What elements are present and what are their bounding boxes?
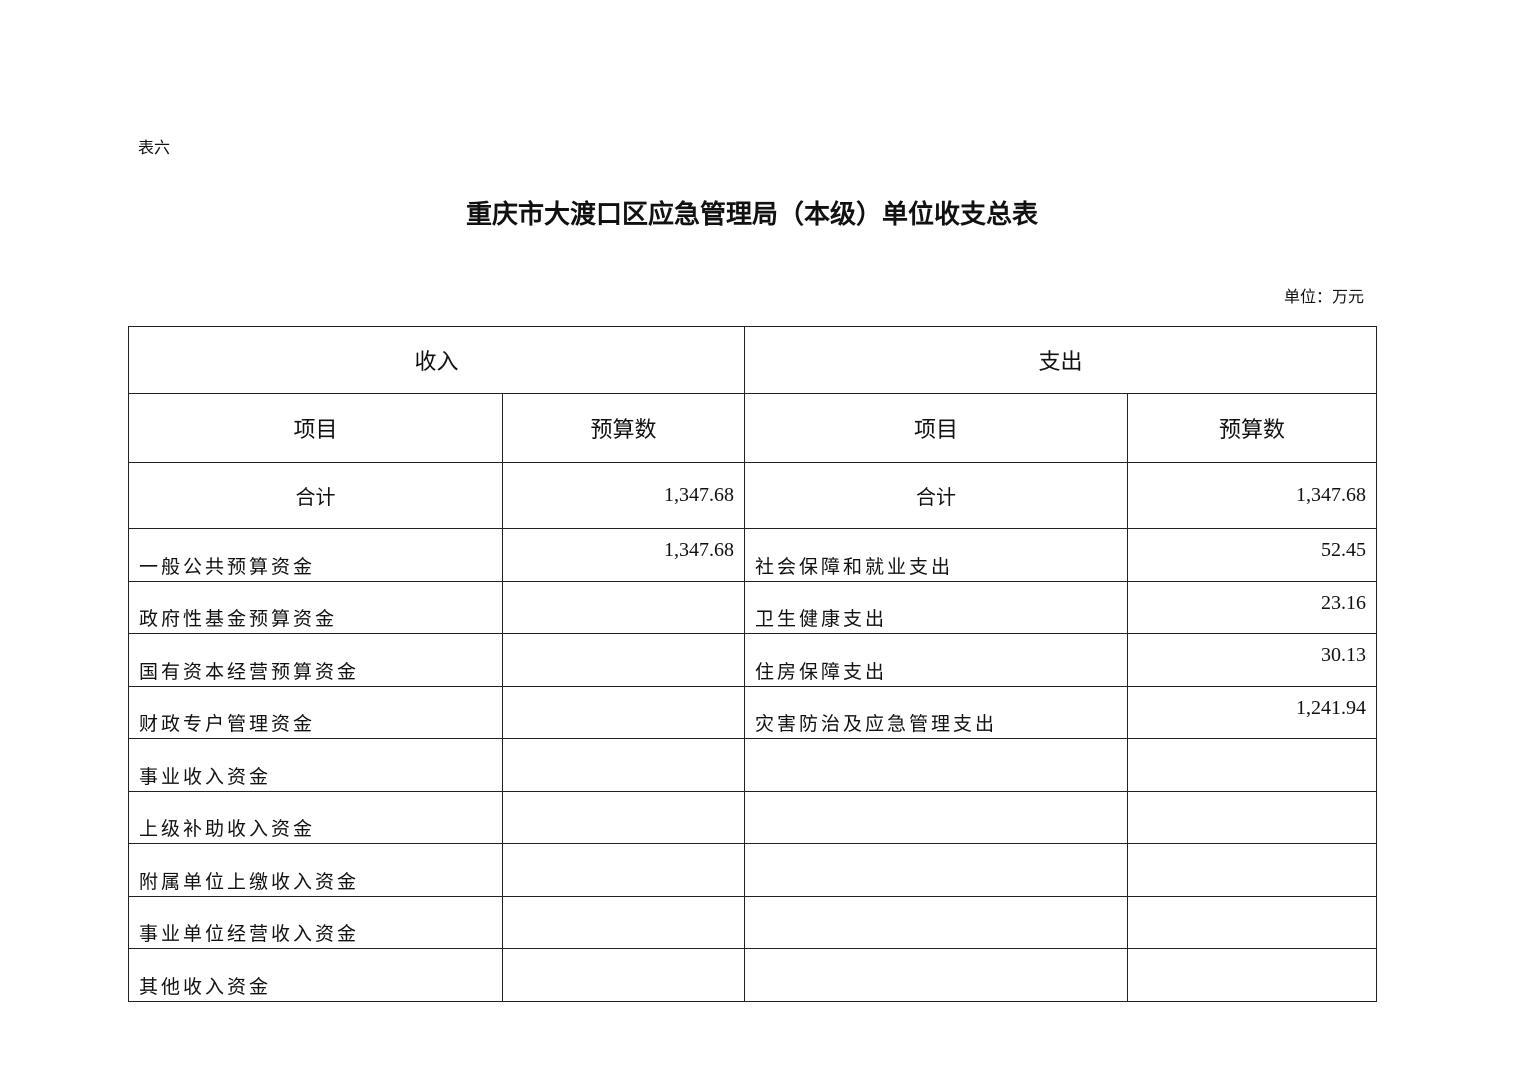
expense-item-header: 项目 xyxy=(744,393,1129,463)
income-item: 一般公共预算资金 xyxy=(128,528,503,582)
expense-item xyxy=(744,948,1129,1002)
income-value xyxy=(501,790,746,844)
expense-value xyxy=(1127,790,1378,844)
income-header: 收入 xyxy=(127,326,746,394)
expense-value: 23.16 xyxy=(1127,580,1378,634)
income-item-header: 项目 xyxy=(128,393,503,463)
table-row: 上级补助收入资金 xyxy=(128,790,1378,844)
income-value xyxy=(501,633,746,687)
table-row: 其他收入资金 xyxy=(128,948,1378,1002)
income-total-value: 1,347.68 xyxy=(501,462,746,529)
table-row: 国有资本经营预算资金 住房保障支出 30.13 xyxy=(128,633,1378,687)
budget-table: 收入 支出 项目 预算数 项目 预算数 合计 1,347.68 合计 1,347… xyxy=(127,326,1378,1002)
income-item: 附属单位上缴收入资金 xyxy=(128,843,503,897)
income-item: 国有资本经营预算资金 xyxy=(128,633,503,687)
income-value: 1,347.68 xyxy=(501,528,746,582)
expense-item: 住房保障支出 xyxy=(744,633,1129,687)
table-row: 事业收入资金 xyxy=(128,738,1378,792)
expense-value: 52.45 xyxy=(1127,528,1378,582)
expense-value: 30.13 xyxy=(1127,633,1378,687)
expense-total-label: 合计 xyxy=(744,462,1129,529)
table-row: 政府性基金预算资金 卫生健康支出 23.16 xyxy=(128,580,1378,634)
table-row: 一般公共预算资金 1,347.68 社会保障和就业支出 52.45 xyxy=(128,528,1378,582)
income-budget-header: 预算数 xyxy=(501,393,746,463)
expense-value xyxy=(1127,948,1378,1002)
expense-item xyxy=(744,843,1129,897)
page-title: 重庆市大渡口区应急管理局（本级）单位收支总表 xyxy=(465,200,1038,230)
expense-budget-header: 预算数 xyxy=(1127,393,1378,463)
income-item: 财政专户管理资金 xyxy=(128,685,503,739)
total-row: 合计 1,347.68 合计 1,347.68 xyxy=(128,462,1378,529)
expense-item: 社会保障和就业支出 xyxy=(744,528,1129,582)
income-value xyxy=(501,948,746,1002)
section-header-row: 收入 支出 xyxy=(127,326,1378,394)
income-value xyxy=(501,843,746,897)
income-value xyxy=(501,580,746,634)
doc-label: 表六 xyxy=(138,138,171,157)
income-total-label: 合计 xyxy=(128,462,503,529)
expense-item xyxy=(744,790,1129,844)
income-item: 政府性基金预算资金 xyxy=(128,580,503,634)
unit-label: 单位：万元 xyxy=(1283,287,1364,306)
expense-item: 灾害防治及应急管理支出 xyxy=(744,685,1129,739)
table-row: 附属单位上缴收入资金 xyxy=(128,843,1378,897)
income-item: 事业收入资金 xyxy=(128,738,503,792)
expense-item xyxy=(744,738,1129,792)
expense-value: 1,241.94 xyxy=(1127,685,1378,739)
income-value xyxy=(501,738,746,792)
income-value xyxy=(501,685,746,739)
income-item: 上级补助收入资金 xyxy=(128,790,503,844)
expense-header: 支出 xyxy=(744,326,1378,394)
column-header-row: 项目 预算数 项目 预算数 xyxy=(128,393,1378,463)
expense-value xyxy=(1127,895,1378,949)
expense-item: 卫生健康支出 xyxy=(744,580,1129,634)
expense-value xyxy=(1127,738,1378,792)
expense-item xyxy=(744,895,1129,949)
expense-total-value: 1,347.68 xyxy=(1127,462,1378,529)
income-item: 其他收入资金 xyxy=(128,948,503,1002)
income-item: 事业单位经营收入资金 xyxy=(128,895,503,949)
income-value xyxy=(501,895,746,949)
table-row: 财政专户管理资金 灾害防治及应急管理支出 1,241.94 xyxy=(128,685,1378,739)
table-row: 事业单位经营收入资金 xyxy=(128,895,1378,949)
expense-value xyxy=(1127,843,1378,897)
